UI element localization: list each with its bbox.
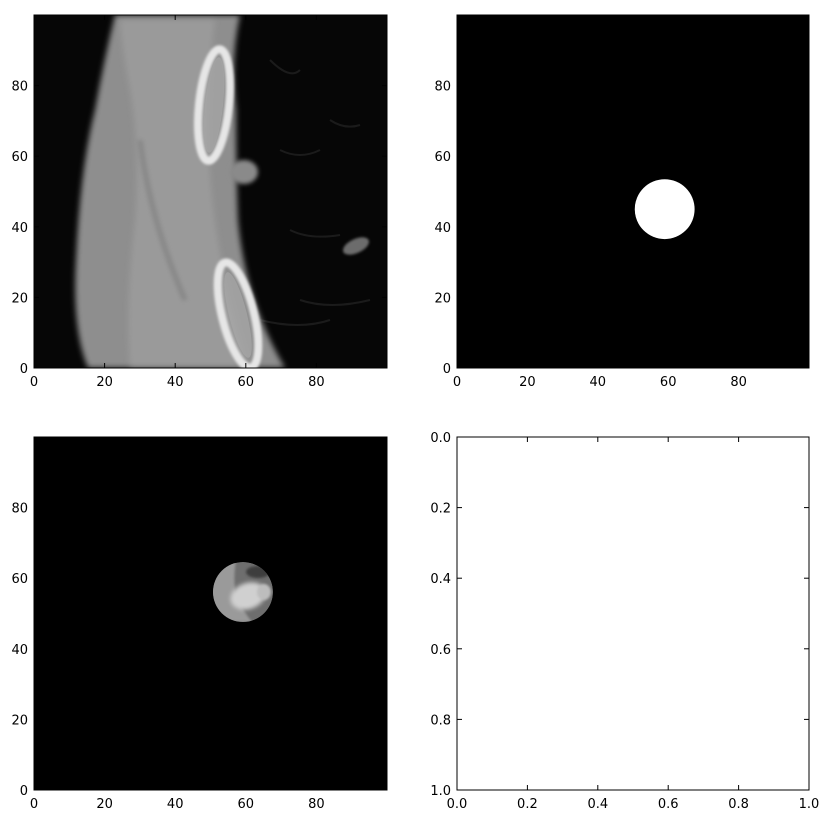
masked-background <box>34 437 387 790</box>
x-tick-label: 40 <box>590 375 607 390</box>
x-tick-label: 80 <box>308 375 325 390</box>
axes-mask: 0 20 40 60 80 0 20 40 60 80 <box>434 15 809 390</box>
x-tick-label: 20 <box>519 375 536 390</box>
y-tick-label: 0 <box>443 362 451 377</box>
x-tick-label: 60 <box>660 375 677 390</box>
y-tick-label: 0.4 <box>430 572 451 587</box>
x-tick-label: 40 <box>167 375 184 390</box>
y-tick-label: 0.0 <box>430 431 451 446</box>
x-tick-label: 0.2 <box>517 797 538 812</box>
y-tick-label: 20 <box>434 291 451 306</box>
y-tick-label: 0.2 <box>430 502 451 517</box>
x-tick-label: 0 <box>30 797 38 812</box>
x-tick-label: 20 <box>96 797 113 812</box>
y-tick-label: 80 <box>434 80 451 95</box>
y-tick-label: 40 <box>434 221 451 236</box>
y-tick-label: 0.6 <box>430 643 451 658</box>
y-tick-label: 80 <box>11 502 28 517</box>
axes-masked-ct: 0 20 40 60 80 0 20 40 60 80 <box>11 437 387 812</box>
subplot-ct-slice: 0 20 40 60 80 0 20 40 60 80 <box>11 14 388 390</box>
y-tick-label: 60 <box>11 572 28 587</box>
y-tick-label: 20 <box>11 713 28 728</box>
y-tick-label: 0 <box>20 362 28 377</box>
y-tick-label: 80 <box>11 80 28 95</box>
x-tick-label: 0.4 <box>587 797 608 812</box>
x-tick-label: 40 <box>167 797 184 812</box>
y-tick-label: 60 <box>434 150 451 165</box>
subplot-mask: 0 20 40 60 80 0 20 40 60 80 <box>434 14 810 390</box>
y-tick-label: 40 <box>11 643 28 658</box>
y-tick-label: 1.0 <box>430 784 451 799</box>
x-tick-label: 1.0 <box>799 797 820 812</box>
subplot-empty: 0.0 0.2 0.4 0.6 0.8 1.00.00.20.40.60.81.0 <box>430 431 819 812</box>
y-tick-label: 0 <box>20 784 28 799</box>
x-tick-label: 0 <box>30 375 38 390</box>
x-tick-label: 20 <box>96 375 113 390</box>
x-tick-label: 0.0 <box>447 797 468 812</box>
mask-background <box>457 15 809 368</box>
axes-empty: 0.0 0.2 0.4 0.6 0.8 1.00.00.20.40.60.81.0 <box>430 431 819 812</box>
y-tick-label: 20 <box>11 291 28 306</box>
x-tick-label: 60 <box>238 797 255 812</box>
subplot-masked-ct: 0 20 40 60 80 0 20 40 60 80 <box>11 436 388 812</box>
x-tick-label: 0 <box>453 375 461 390</box>
y-tick-label: 40 <box>11 221 28 236</box>
ct-image <box>34 15 387 368</box>
mask-region <box>634 179 695 240</box>
x-tick-label: 0.8 <box>728 797 749 812</box>
axes-ct-slice: 0 20 40 60 80 0 20 40 60 80 <box>11 15 387 390</box>
x-tick-label: 0.6 <box>658 797 679 812</box>
x-tick-label: 60 <box>238 375 255 390</box>
y-tick-label: 0.8 <box>430 713 451 728</box>
y-tick-label: 60 <box>11 150 28 165</box>
x-tick-label: 80 <box>730 375 747 390</box>
x-tick-label: 80 <box>308 797 325 812</box>
